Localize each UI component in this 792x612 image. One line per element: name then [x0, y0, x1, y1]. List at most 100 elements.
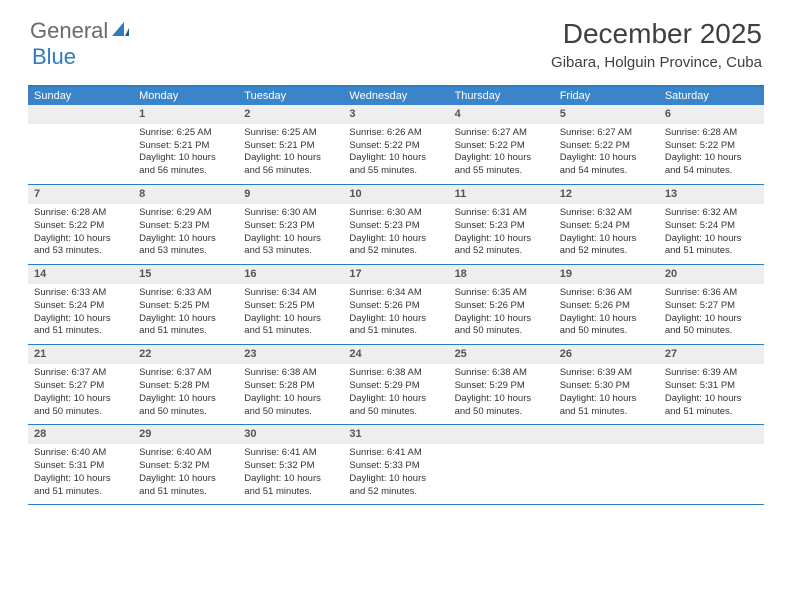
day-cell: 4Sunrise: 6:27 AMSunset: 5:22 PMDaylight… [449, 105, 554, 184]
location-subtitle: Gibara, Holguin Province, Cuba [551, 54, 762, 71]
day-content: Sunrise: 6:34 AMSunset: 5:26 PMDaylight:… [343, 284, 448, 344]
sunrise-text: Sunrise: 6:38 AM [455, 367, 548, 380]
day-content: Sunrise: 6:32 AMSunset: 5:24 PMDaylight:… [659, 204, 764, 264]
daylight-text: Daylight: 10 hours and 50 minutes. [244, 393, 337, 419]
day-number: 14 [28, 265, 133, 284]
day-number: 1 [133, 105, 238, 124]
sunset-text: Sunset: 5:30 PM [560, 380, 653, 393]
sunrise-text: Sunrise: 6:36 AM [560, 287, 653, 300]
sunrise-text: Sunrise: 6:35 AM [455, 287, 548, 300]
day-number: 8 [133, 185, 238, 204]
day-cell: 19Sunrise: 6:36 AMSunset: 5:26 PMDayligh… [554, 265, 659, 344]
sunset-text: Sunset: 5:31 PM [34, 460, 127, 473]
day-content: Sunrise: 6:35 AMSunset: 5:26 PMDaylight:… [449, 284, 554, 344]
day-header: Monday [133, 87, 238, 105]
sunset-text: Sunset: 5:29 PM [349, 380, 442, 393]
day-content: Sunrise: 6:36 AMSunset: 5:26 PMDaylight:… [554, 284, 659, 344]
day-number: 18 [449, 265, 554, 284]
daylight-text: Daylight: 10 hours and 56 minutes. [244, 152, 337, 178]
day-cell: 21Sunrise: 6:37 AMSunset: 5:27 PMDayligh… [28, 345, 133, 424]
day-number: 17 [343, 265, 448, 284]
sunrise-text: Sunrise: 6:32 AM [665, 207, 758, 220]
daylight-text: Daylight: 10 hours and 52 minutes. [349, 473, 442, 499]
day-header: Tuesday [238, 87, 343, 105]
day-number: 22 [133, 345, 238, 364]
day-content: Sunrise: 6:40 AMSunset: 5:31 PMDaylight:… [28, 444, 133, 504]
sunset-text: Sunset: 5:23 PM [139, 220, 232, 233]
day-number: 21 [28, 345, 133, 364]
day-content: Sunrise: 6:28 AMSunset: 5:22 PMDaylight:… [659, 124, 764, 184]
daylight-text: Daylight: 10 hours and 55 minutes. [349, 152, 442, 178]
sunset-text: Sunset: 5:24 PM [34, 300, 127, 313]
sunset-text: Sunset: 5:31 PM [665, 380, 758, 393]
logo-text-general: General [30, 18, 108, 44]
daylight-text: Daylight: 10 hours and 50 minutes. [665, 313, 758, 339]
sunset-text: Sunset: 5:22 PM [455, 140, 548, 153]
sunset-text: Sunset: 5:29 PM [455, 380, 548, 393]
week-row: 14Sunrise: 6:33 AMSunset: 5:24 PMDayligh… [28, 265, 764, 345]
daylight-text: Daylight: 10 hours and 50 minutes. [139, 393, 232, 419]
header: General December 2025 Gibara, Holguin Pr… [0, 0, 792, 79]
sunset-text: Sunset: 5:22 PM [349, 140, 442, 153]
day-content: Sunrise: 6:39 AMSunset: 5:31 PMDaylight:… [659, 364, 764, 424]
day-content: Sunrise: 6:31 AMSunset: 5:23 PMDaylight:… [449, 204, 554, 264]
day-header: Friday [554, 87, 659, 105]
day-content: Sunrise: 6:26 AMSunset: 5:22 PMDaylight:… [343, 124, 448, 184]
day-content: Sunrise: 6:37 AMSunset: 5:27 PMDaylight:… [28, 364, 133, 424]
day-cell: 13Sunrise: 6:32 AMSunset: 5:24 PMDayligh… [659, 185, 764, 264]
daylight-text: Daylight: 10 hours and 51 minutes. [560, 393, 653, 419]
day-cell: 11Sunrise: 6:31 AMSunset: 5:23 PMDayligh… [449, 185, 554, 264]
day-content: Sunrise: 6:29 AMSunset: 5:23 PMDaylight:… [133, 204, 238, 264]
sunrise-text: Sunrise: 6:29 AM [139, 207, 232, 220]
day-number: 19 [554, 265, 659, 284]
day-number-empty [554, 425, 659, 444]
sunset-text: Sunset: 5:25 PM [244, 300, 337, 313]
day-cell: 7Sunrise: 6:28 AMSunset: 5:22 PMDaylight… [28, 185, 133, 264]
daylight-text: Daylight: 10 hours and 51 minutes. [244, 313, 337, 339]
sunset-text: Sunset: 5:26 PM [455, 300, 548, 313]
sunset-text: Sunset: 5:26 PM [560, 300, 653, 313]
day-content: Sunrise: 6:38 AMSunset: 5:29 PMDaylight:… [343, 364, 448, 424]
sunrise-text: Sunrise: 6:40 AM [139, 447, 232, 460]
daylight-text: Daylight: 10 hours and 51 minutes. [349, 313, 442, 339]
day-cell: 8Sunrise: 6:29 AMSunset: 5:23 PMDaylight… [133, 185, 238, 264]
daylight-text: Daylight: 10 hours and 52 minutes. [349, 233, 442, 259]
day-number: 13 [659, 185, 764, 204]
daylight-text: Daylight: 10 hours and 53 minutes. [34, 233, 127, 259]
sunset-text: Sunset: 5:28 PM [244, 380, 337, 393]
sunset-text: Sunset: 5:24 PM [560, 220, 653, 233]
sunset-text: Sunset: 5:27 PM [665, 300, 758, 313]
sunrise-text: Sunrise: 6:40 AM [34, 447, 127, 460]
daylight-text: Daylight: 10 hours and 53 minutes. [244, 233, 337, 259]
sunrise-text: Sunrise: 6:31 AM [455, 207, 548, 220]
daylight-text: Daylight: 10 hours and 55 minutes. [455, 152, 548, 178]
daylight-text: Daylight: 10 hours and 56 minutes. [139, 152, 232, 178]
sunrise-text: Sunrise: 6:38 AM [349, 367, 442, 380]
day-content: Sunrise: 6:28 AMSunset: 5:22 PMDaylight:… [28, 204, 133, 264]
week-row: 7Sunrise: 6:28 AMSunset: 5:22 PMDaylight… [28, 185, 764, 265]
day-cell: 15Sunrise: 6:33 AMSunset: 5:25 PMDayligh… [133, 265, 238, 344]
sunset-text: Sunset: 5:25 PM [139, 300, 232, 313]
day-number: 2 [238, 105, 343, 124]
daylight-text: Daylight: 10 hours and 51 minutes. [665, 233, 758, 259]
day-number: 9 [238, 185, 343, 204]
sunrise-text: Sunrise: 6:39 AM [560, 367, 653, 380]
calendar-grid: SundayMondayTuesdayWednesdayThursdayFrid… [28, 85, 764, 505]
day-content: Sunrise: 6:38 AMSunset: 5:29 PMDaylight:… [449, 364, 554, 424]
sunrise-text: Sunrise: 6:33 AM [139, 287, 232, 300]
sunrise-text: Sunrise: 6:33 AM [34, 287, 127, 300]
week-row: 28Sunrise: 6:40 AMSunset: 5:31 PMDayligh… [28, 425, 764, 505]
day-number: 11 [449, 185, 554, 204]
day-content: Sunrise: 6:34 AMSunset: 5:25 PMDaylight:… [238, 284, 343, 344]
sunset-text: Sunset: 5:23 PM [455, 220, 548, 233]
daylight-text: Daylight: 10 hours and 54 minutes. [665, 152, 758, 178]
day-content: Sunrise: 6:30 AMSunset: 5:23 PMDaylight:… [238, 204, 343, 264]
day-cell: 28Sunrise: 6:40 AMSunset: 5:31 PMDayligh… [28, 425, 133, 504]
day-cell: 30Sunrise: 6:41 AMSunset: 5:32 PMDayligh… [238, 425, 343, 504]
daylight-text: Daylight: 10 hours and 53 minutes. [139, 233, 232, 259]
daylight-text: Daylight: 10 hours and 50 minutes. [455, 393, 548, 419]
day-number-empty [28, 105, 133, 124]
day-cell: 24Sunrise: 6:38 AMSunset: 5:29 PMDayligh… [343, 345, 448, 424]
day-cell: 27Sunrise: 6:39 AMSunset: 5:31 PMDayligh… [659, 345, 764, 424]
day-content: Sunrise: 6:40 AMSunset: 5:32 PMDaylight:… [133, 444, 238, 504]
